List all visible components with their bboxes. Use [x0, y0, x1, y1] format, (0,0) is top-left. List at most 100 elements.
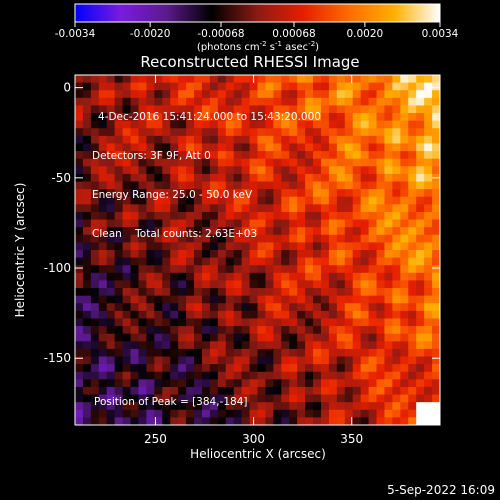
heatmap-cell [225, 417, 235, 426]
heatmap-cell [138, 204, 147, 213]
heatmap-cell [194, 341, 203, 350]
heatmap-cell [281, 135, 290, 144]
heatmap-cell [400, 82, 409, 91]
annotation-energy: Energy Range: 25.0 - 50.0 keV [92, 189, 253, 201]
heatmap-cell [281, 356, 290, 365]
heatmap-cell [194, 82, 203, 91]
heatmap-cell [225, 409, 235, 418]
heatmap-cell [194, 173, 203, 182]
heatmap-cell [376, 379, 385, 388]
heatmap-cell [297, 227, 306, 236]
heatmap-cell [305, 417, 314, 426]
heatmap-cell [328, 272, 338, 281]
heatmap-cell [273, 250, 282, 259]
heatmap-cell [432, 97, 441, 106]
heatmap-cell [217, 295, 227, 304]
heatmap-cell [384, 82, 393, 91]
heatmap-cell [328, 356, 338, 365]
heatmap-cell [90, 250, 100, 259]
heatmap-cell [138, 128, 147, 137]
heatmap-cell [114, 326, 123, 335]
heatmap-cell [217, 417, 227, 426]
heatmap-cell [233, 364, 243, 373]
heatmap-cell [273, 204, 282, 213]
heatmap-cell [336, 409, 346, 418]
heatmap-cell [432, 295, 441, 304]
heatmap-cell [392, 234, 401, 243]
heatmap-cell [281, 120, 290, 129]
heatmap-cell [392, 318, 401, 327]
heatmap-cell [376, 242, 385, 251]
heatmap-cell [336, 364, 346, 373]
heatmap-cell [289, 394, 298, 403]
heatmap-cell [130, 242, 139, 251]
heatmap-cell [297, 348, 306, 357]
heatmap-cell [416, 166, 425, 175]
heatmap-cell [408, 181, 417, 190]
heatmap-cell [432, 211, 441, 220]
heatmap-cell [170, 135, 179, 144]
heatmap-cell [90, 394, 100, 403]
heatmap-cell [344, 173, 354, 182]
heatmap-cell [249, 143, 258, 152]
heatmap-cell [281, 97, 290, 106]
heatmap-cell [352, 356, 362, 365]
heatmap-cell [289, 402, 298, 411]
heatmap-cell [122, 295, 131, 304]
heatmap-cell [233, 341, 243, 350]
heatmap-cell [233, 379, 243, 388]
heatmap-cell [384, 166, 393, 175]
heatmap-cell [138, 303, 147, 312]
heatmap-cell [432, 234, 441, 243]
heatmap-cell [305, 204, 314, 213]
heatmap-cell [194, 204, 203, 213]
heatmap-cell [249, 257, 258, 266]
heatmap-cell [336, 326, 346, 335]
heatmap-cell [360, 280, 369, 289]
heatmap-cell [344, 158, 354, 167]
heatmap-cell [281, 402, 290, 411]
heatmap-cell [154, 113, 163, 122]
heatmap-cell [241, 288, 250, 297]
heatmap-cell [225, 75, 235, 84]
heatmap-cell [201, 151, 211, 160]
heatmap-cell [368, 272, 377, 281]
heatmap-cell [178, 348, 187, 357]
heatmap-cell [178, 409, 187, 418]
heatmap-cell [384, 113, 393, 122]
heatmap-cell [328, 120, 338, 129]
heatmap-cell [432, 394, 441, 403]
heatmap-cell [424, 166, 433, 175]
heatmap-cell [368, 371, 377, 380]
heatmap-cell [138, 348, 147, 357]
heatmap-cell [146, 151, 155, 160]
heatmap-cell [249, 371, 258, 380]
heatmap-cell [146, 265, 155, 274]
heatmap-cell [178, 417, 187, 426]
heatmap-cell [408, 364, 417, 373]
heatmap-cell [424, 242, 433, 251]
heatmap-cell [225, 242, 235, 251]
heatmap-cell [217, 97, 227, 106]
heatmap-cell [82, 181, 92, 190]
heatmap-cell [114, 204, 123, 213]
heatmap-cell [416, 151, 425, 160]
heatmap-cell [233, 417, 243, 426]
heatmap-cell [305, 409, 314, 418]
heatmap-cell [138, 257, 147, 266]
heatmap-cell [313, 417, 322, 426]
heatmap-cell [201, 371, 211, 380]
heatmap-cell [114, 310, 123, 319]
heatmap-cell [360, 151, 369, 160]
heatmap-cell [249, 402, 258, 411]
heatmap-cell [424, 341, 433, 350]
heatmap-cell [130, 196, 139, 205]
heatmap-cell [82, 394, 92, 403]
heatmap-cell [138, 310, 147, 319]
heatmap-cell [82, 189, 92, 198]
heatmap-cell [82, 211, 92, 220]
heatmap-cell [265, 189, 274, 198]
heatmap-cell [416, 318, 425, 327]
heatmap-cell [384, 204, 393, 213]
heatmap-cell [241, 242, 250, 251]
